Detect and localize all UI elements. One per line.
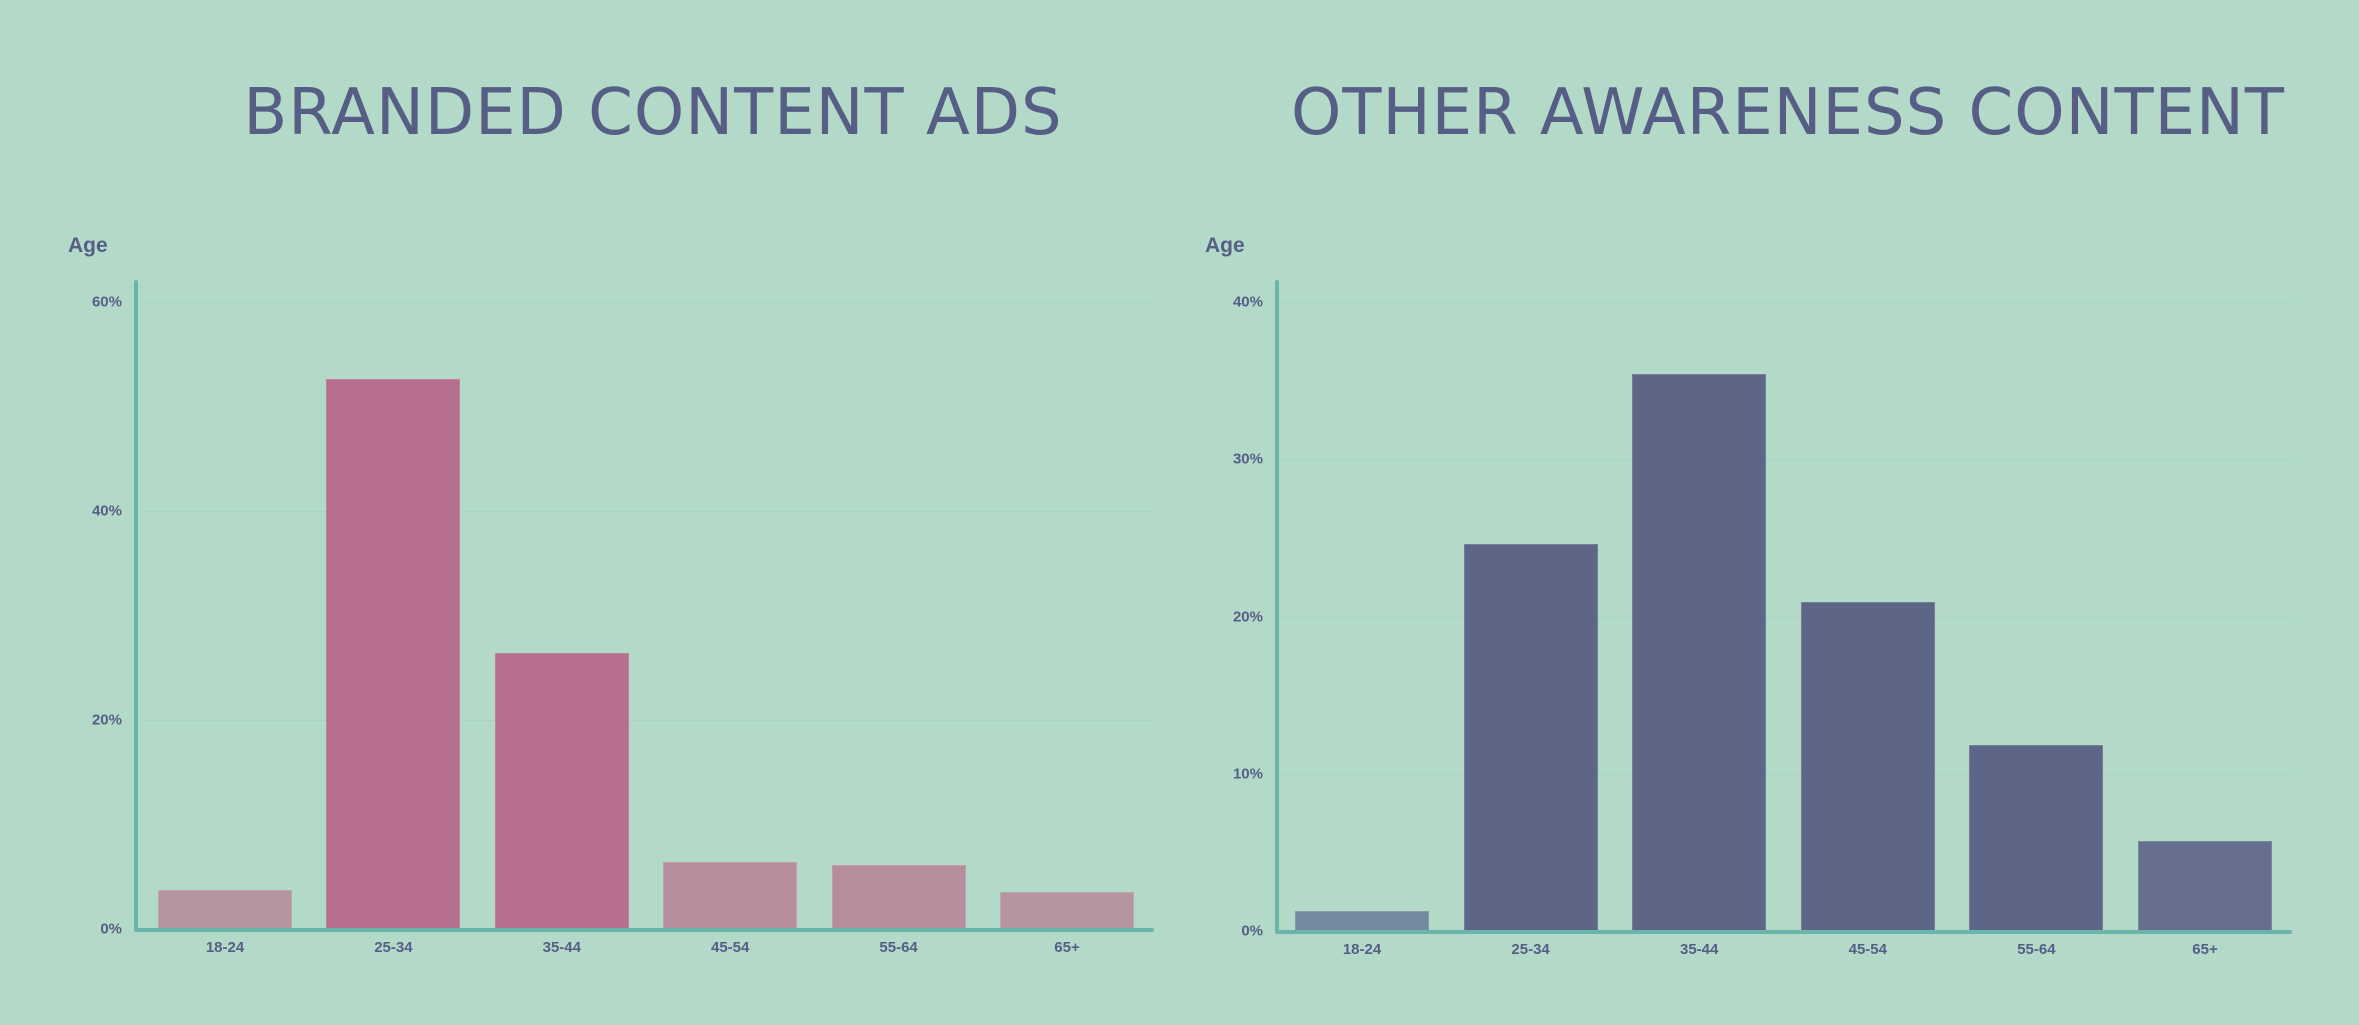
bar-25-34[interactable] — [326, 379, 461, 929]
x-tick-label: 35-44 — [1680, 941, 1719, 958]
x-tick-label: 65+ — [1054, 939, 1080, 956]
x-tick-label: 65+ — [2192, 941, 2218, 958]
bar-65+[interactable] — [2138, 841, 2272, 931]
x-tick-label: 55-64 — [879, 939, 918, 956]
y-tick-label: 60% — [91, 293, 122, 311]
bar-45-54[interactable] — [663, 862, 798, 929]
gridline — [1281, 616, 2292, 618]
y-axis-title: Age — [1205, 234, 1245, 257]
x-axis-line — [1275, 930, 2292, 934]
gridline — [140, 720, 1154, 721]
bar-55-64[interactable] — [831, 865, 966, 929]
bar-18-24[interactable] — [158, 890, 292, 929]
x-tick-label: 45-54 — [1848, 941, 1887, 958]
x-tick-label: 18-24 — [1342, 941, 1382, 958]
chart-title-branded-content-ads: BRANDED CONTENT ADS — [243, 76, 1063, 150]
gridline — [1281, 302, 2292, 303]
x-axis-line — [134, 928, 1154, 932]
y-tick-label: 40% — [91, 502, 122, 520]
y-tick-label: 30% — [1232, 450, 1263, 468]
gridline — [140, 302, 1154, 303]
gridline — [1281, 459, 2292, 461]
y-tick-label: 0% — [1241, 922, 1263, 940]
y-axis-line — [1275, 280, 1279, 933]
x-tick-label: 35-44 — [542, 939, 581, 956]
y-tick-label: 20% — [1232, 608, 1263, 625]
y-tick-label: 40% — [1232, 293, 1263, 311]
bar-35-44[interactable] — [1632, 374, 1767, 931]
y-axis-title: Age — [68, 234, 108, 257]
x-tick-label: 25-34 — [374, 939, 413, 956]
y-tick-label: 0% — [100, 920, 122, 938]
y-tick-label: 20% — [91, 711, 122, 729]
gridline — [1281, 773, 2292, 775]
x-tick-label: 55-64 — [2017, 941, 2056, 958]
bar-18-24[interactable] — [1295, 910, 1429, 931]
bar-35-44[interactable] — [494, 653, 629, 929]
x-tick-label: 18-24 — [205, 939, 245, 956]
gridline — [140, 511, 1154, 512]
chart-title-other-awareness-content: OTHER AWARENESS CONTENT — [1291, 76, 2285, 150]
bar-55-64[interactable] — [1969, 745, 2104, 931]
y-axis-line — [134, 280, 138, 931]
x-tick-label: 45-54 — [711, 939, 750, 956]
bar-25-34[interactable] — [1463, 544, 1598, 931]
bar-45-54[interactable] — [1800, 602, 1935, 931]
y-tick-label: 10% — [1232, 765, 1263, 783]
bar-65+[interactable] — [1000, 892, 1134, 929]
x-tick-label: 25-34 — [1511, 941, 1550, 958]
